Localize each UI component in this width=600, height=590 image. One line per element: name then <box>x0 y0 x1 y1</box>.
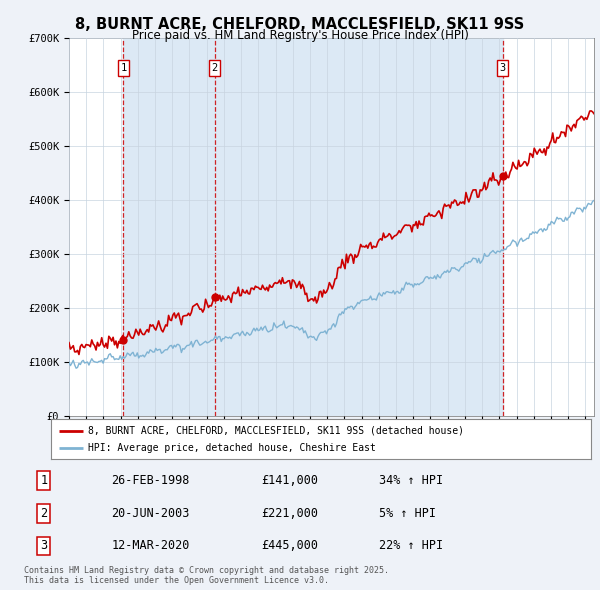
Text: £221,000: £221,000 <box>261 507 318 520</box>
Bar <box>215 38 503 416</box>
Text: 22% ↑ HPI: 22% ↑ HPI <box>379 539 443 552</box>
Text: £141,000: £141,000 <box>261 474 318 487</box>
Text: 3: 3 <box>40 539 47 552</box>
Text: 34% ↑ HPI: 34% ↑ HPI <box>379 474 443 487</box>
Text: 5% ↑ HPI: 5% ↑ HPI <box>379 507 436 520</box>
Text: 3: 3 <box>500 63 506 73</box>
Text: 2: 2 <box>40 507 47 520</box>
Text: 2: 2 <box>211 63 218 73</box>
Text: £445,000: £445,000 <box>261 539 318 552</box>
Text: 1: 1 <box>40 474 47 487</box>
Text: 1: 1 <box>120 63 127 73</box>
Bar <box>124 38 215 416</box>
Text: 8, BURNT ACRE, CHELFORD, MACCLESFIELD, SK11 9SS (detached house): 8, BURNT ACRE, CHELFORD, MACCLESFIELD, S… <box>88 426 464 436</box>
Text: 12-MAR-2020: 12-MAR-2020 <box>112 539 190 552</box>
Text: Price paid vs. HM Land Registry's House Price Index (HPI): Price paid vs. HM Land Registry's House … <box>131 30 469 42</box>
Text: 20-JUN-2003: 20-JUN-2003 <box>112 507 190 520</box>
Text: HPI: Average price, detached house, Cheshire East: HPI: Average price, detached house, Ches… <box>88 442 376 453</box>
Text: 26-FEB-1998: 26-FEB-1998 <box>112 474 190 487</box>
Text: Contains HM Land Registry data © Crown copyright and database right 2025.
This d: Contains HM Land Registry data © Crown c… <box>24 566 389 585</box>
Text: 8, BURNT ACRE, CHELFORD, MACCLESFIELD, SK11 9SS: 8, BURNT ACRE, CHELFORD, MACCLESFIELD, S… <box>76 17 524 31</box>
